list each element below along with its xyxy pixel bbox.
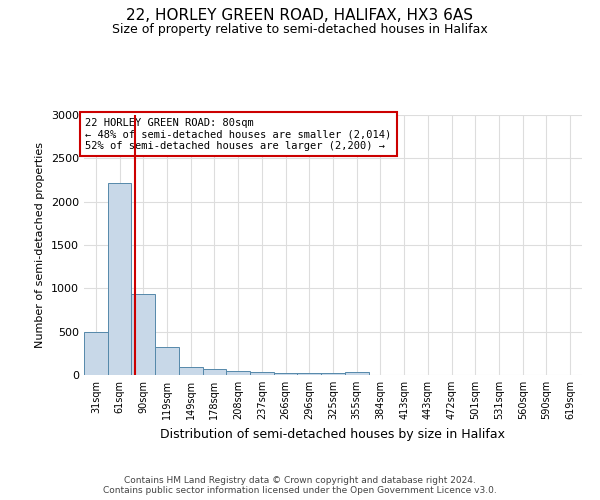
Y-axis label: Number of semi-detached properties: Number of semi-detached properties xyxy=(35,142,46,348)
Bar xyxy=(298,373,321,375)
Bar xyxy=(321,374,345,375)
Bar xyxy=(179,367,203,375)
Bar xyxy=(226,370,250,375)
Text: Size of property relative to semi-detached houses in Halifax: Size of property relative to semi-detach… xyxy=(112,22,488,36)
Bar xyxy=(274,372,298,375)
Bar xyxy=(345,372,368,375)
Bar xyxy=(131,294,155,375)
Bar xyxy=(108,184,131,375)
Bar xyxy=(84,332,108,375)
Bar xyxy=(203,368,226,375)
X-axis label: Distribution of semi-detached houses by size in Halifax: Distribution of semi-detached houses by … xyxy=(161,428,505,440)
Text: 22 HORLEY GREEN ROAD: 80sqm
← 48% of semi-detached houses are smaller (2,014)
52: 22 HORLEY GREEN ROAD: 80sqm ← 48% of sem… xyxy=(85,118,391,151)
Bar xyxy=(155,347,179,375)
Text: 22, HORLEY GREEN ROAD, HALIFAX, HX3 6AS: 22, HORLEY GREEN ROAD, HALIFAX, HX3 6AS xyxy=(127,8,473,22)
Bar xyxy=(250,372,274,375)
Text: Contains HM Land Registry data © Crown copyright and database right 2024.
Contai: Contains HM Land Registry data © Crown c… xyxy=(103,476,497,495)
